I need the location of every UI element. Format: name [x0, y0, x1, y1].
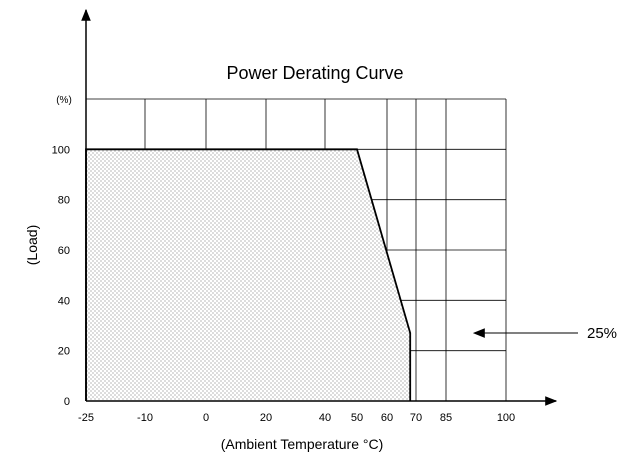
x-tick-label: -25: [78, 412, 94, 424]
x-tick-label: 20: [260, 412, 272, 424]
annotations: 25%: [472, 325, 617, 342]
y-axis-label: (Load): [24, 225, 40, 265]
x-tick-label: 60: [381, 412, 393, 424]
x-tick-label: 70: [410, 412, 422, 424]
chart-title: Power Derating Curve: [226, 63, 403, 83]
tick-labels: 0 20 40 60 80 100 -25 -10 0 20 40 50 60 70 85 100: [52, 144, 516, 424]
y-tick-label: 20: [58, 346, 70, 358]
y-tick-label: 100: [52, 144, 70, 156]
x-axis-label: (Ambient Temperature °C): [221, 436, 384, 452]
y-unit-label: (%): [56, 95, 72, 106]
y-tick-label: 80: [58, 195, 70, 207]
x-tick-label: 0: [203, 412, 209, 424]
x-tick-label: 100: [497, 412, 515, 424]
y-tick-label: 0: [64, 396, 70, 408]
x-tick-label: 40: [319, 412, 331, 424]
y-tick-label: 40: [58, 295, 70, 307]
x-tick-label: -10: [137, 412, 153, 424]
x-tick-label: 85: [440, 412, 452, 424]
axes: [81, 8, 558, 406]
annotation-label: 25%: [587, 325, 617, 342]
y-tick-label: 60: [58, 245, 70, 257]
x-tick-label: 50: [351, 412, 363, 424]
derating-area-fill: [86, 149, 411, 401]
derating-area: [85, 148, 412, 401]
